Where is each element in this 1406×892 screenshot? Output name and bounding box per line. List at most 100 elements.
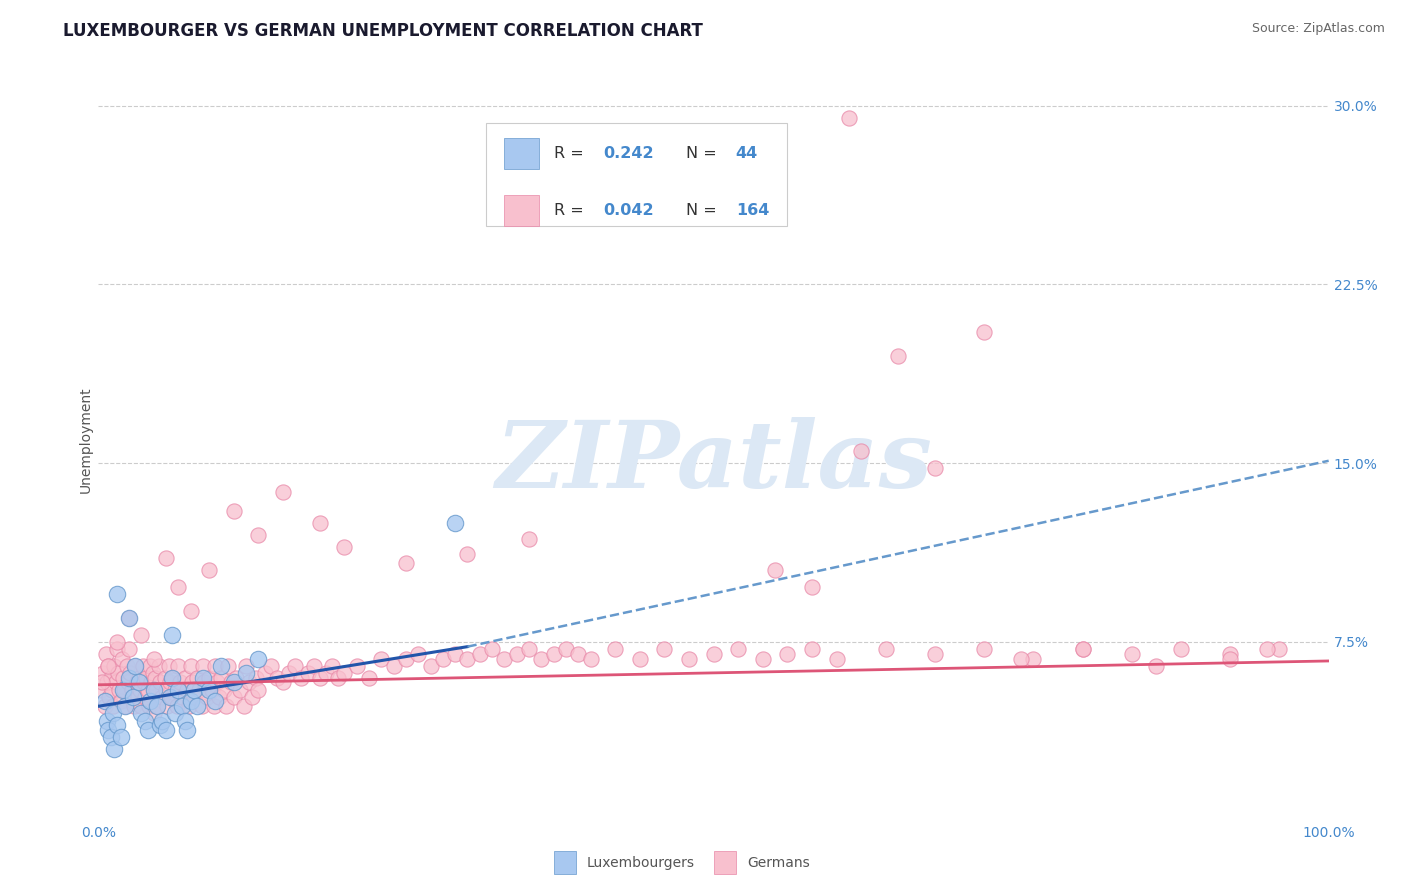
Point [468, 647, 491, 661]
Point [162, 628, 183, 642]
Point [193, 675, 215, 690]
Point [183, 690, 205, 704]
Point [212, 682, 235, 697]
Point [219, 675, 243, 690]
Point [111, 651, 134, 665]
Point [1071, 642, 1094, 657]
Point [191, 671, 214, 685]
Point [156, 699, 179, 714]
Point [169, 675, 191, 690]
Point [703, 647, 725, 661]
Point [97, 658, 120, 673]
Point [432, 651, 454, 665]
Point [506, 647, 529, 661]
Point [118, 611, 141, 625]
Point [628, 651, 651, 665]
Point [149, 718, 172, 732]
Point [166, 699, 188, 714]
Point [247, 682, 270, 697]
Point [543, 647, 565, 661]
Text: R =: R = [554, 203, 589, 218]
Point [211, 671, 233, 685]
Point [180, 675, 204, 690]
Point [105, 642, 128, 657]
Point [225, 671, 247, 685]
Point [359, 671, 381, 685]
Point [191, 699, 214, 714]
Point [122, 699, 145, 714]
Point [1121, 647, 1143, 661]
Point [202, 699, 225, 714]
Point [849, 444, 872, 458]
Point [104, 675, 127, 690]
Point [1256, 642, 1278, 657]
Point [1144, 658, 1167, 673]
Point [494, 651, 516, 665]
FancyBboxPatch shape [554, 851, 576, 874]
Point [217, 658, 239, 673]
Point [333, 540, 356, 554]
Point [100, 730, 122, 744]
Point [160, 690, 183, 704]
Point [232, 699, 254, 714]
Point [247, 651, 270, 665]
Point [302, 658, 325, 673]
Point [141, 665, 165, 680]
Point [204, 694, 226, 708]
Point [127, 690, 149, 704]
Point [159, 675, 181, 690]
Point [143, 671, 166, 685]
Point [186, 671, 208, 685]
Text: ZIPatlas: ZIPatlas [495, 417, 932, 508]
Point [155, 551, 177, 566]
Point [131, 699, 153, 714]
Point [201, 682, 224, 697]
Point [195, 690, 218, 704]
Point [103, 742, 125, 756]
Point [309, 671, 332, 685]
Point [118, 671, 141, 685]
Point [110, 694, 132, 708]
Point [211, 658, 233, 673]
Point [135, 671, 157, 685]
FancyBboxPatch shape [714, 851, 735, 874]
Point [875, 642, 897, 657]
Point [530, 651, 553, 665]
Point [124, 658, 146, 673]
Point [173, 714, 195, 728]
Point [118, 642, 141, 657]
Point [290, 671, 312, 685]
Point [105, 635, 128, 649]
Point [517, 533, 540, 547]
Point [408, 647, 430, 661]
Point [191, 658, 214, 673]
Point [1010, 651, 1032, 665]
Point [222, 504, 245, 518]
Point [139, 694, 162, 708]
Point [159, 690, 181, 704]
Point [838, 111, 860, 125]
Point [284, 658, 307, 673]
Point [481, 642, 503, 657]
Point [131, 706, 153, 721]
Text: Source: ZipAtlas.com: Source: ZipAtlas.com [1251, 22, 1385, 36]
Point [103, 706, 125, 721]
Point [605, 642, 627, 657]
Point [91, 675, 114, 690]
Point [321, 658, 343, 673]
Point [1219, 651, 1241, 665]
Point [179, 699, 201, 714]
Point [333, 665, 356, 680]
Point [395, 556, 418, 570]
Point [152, 690, 174, 704]
Point [328, 671, 350, 685]
Point [105, 587, 128, 601]
Text: R =: R = [554, 145, 589, 161]
Point [222, 675, 245, 690]
Point [139, 658, 162, 673]
Point [176, 682, 198, 697]
Point [96, 675, 118, 690]
Point [271, 675, 294, 690]
Point [188, 682, 211, 697]
Point [115, 658, 138, 673]
